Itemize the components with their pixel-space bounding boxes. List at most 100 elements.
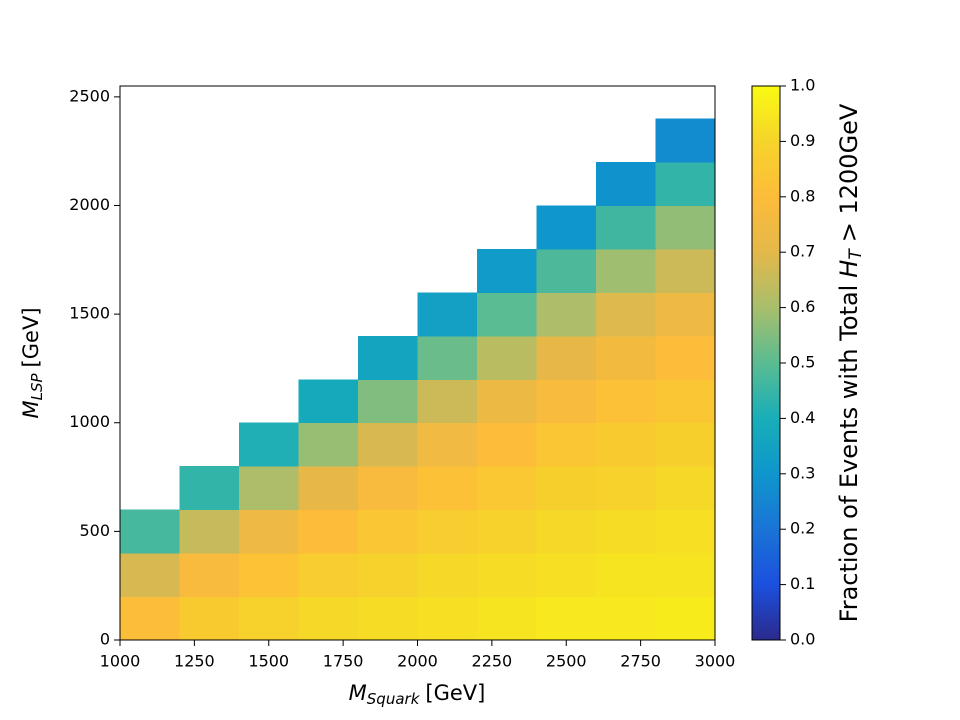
heat-cell — [417, 422, 478, 467]
heat-cell — [358, 379, 418, 424]
heat-cell — [298, 466, 359, 511]
colorbar-tick-label: 1.0 — [790, 76, 815, 95]
heat-cell — [477, 379, 537, 424]
heat-cell — [655, 335, 716, 380]
heat-cell — [536, 509, 597, 554]
heat-cell — [358, 466, 418, 511]
colorbar-tick-label: 0.5 — [790, 353, 815, 372]
heat-cell — [179, 596, 240, 641]
heat-cell — [655, 248, 716, 293]
heat-cell — [655, 422, 716, 467]
heat-cell — [417, 596, 478, 641]
heat-cell — [536, 596, 597, 641]
heat-cell — [358, 596, 418, 641]
x-axis-label: MSquark [GeV] — [349, 681, 486, 708]
heat-cell — [596, 379, 656, 424]
heat-cell — [596, 509, 656, 554]
heat-cell — [596, 248, 656, 293]
x-tick-label: 2250 — [472, 652, 513, 671]
heat-cell — [655, 292, 716, 337]
heat-cell — [655, 466, 716, 511]
heat-cell — [477, 248, 537, 293]
heat-cell — [477, 335, 537, 380]
heat-cell — [596, 205, 656, 250]
heat-cell — [536, 205, 597, 250]
x-tick-label: 2000 — [397, 652, 438, 671]
heat-cell — [417, 466, 478, 511]
heat-cell — [655, 509, 716, 554]
y-axis-label: MLSP[GeV] — [19, 307, 46, 418]
heat-cell — [298, 596, 359, 641]
heat-cell — [239, 553, 299, 598]
heat-cell — [358, 553, 418, 598]
heat-cell — [417, 553, 478, 598]
heat-cell — [239, 509, 299, 554]
y-tick-label: 2500 — [69, 86, 110, 105]
heat-cell — [655, 379, 716, 424]
heat-cell — [477, 292, 537, 337]
heat-cell — [358, 422, 418, 467]
heat-cell — [596, 335, 656, 380]
heat-cell — [298, 422, 359, 467]
heat-cell — [655, 205, 716, 250]
x-tick-label: 1500 — [248, 652, 289, 671]
colorbar-tick-label: 0.9 — [790, 131, 815, 150]
heat-cell — [596, 162, 656, 206]
y-tick-label: 500 — [79, 521, 110, 540]
heat-cell — [298, 553, 359, 598]
x-tick-label: 1750 — [323, 652, 364, 671]
colorbar-tick-label: 0.6 — [790, 297, 815, 316]
heat-cell — [298, 509, 359, 554]
heat-cell — [417, 379, 478, 424]
x-tick-label: 2500 — [546, 652, 587, 671]
heat-cell — [179, 466, 240, 511]
colorbar-tick-label: 0.3 — [790, 463, 815, 482]
heat-cell — [655, 162, 716, 206]
heat-cell — [477, 553, 537, 598]
colorbar-tick-label: 0.2 — [790, 519, 815, 538]
heat-cell — [120, 509, 180, 554]
heat-cell — [596, 553, 656, 598]
heatmap — [120, 118, 716, 641]
heat-cell — [239, 466, 299, 511]
x-tick-label: 2750 — [620, 652, 661, 671]
heat-cell — [417, 509, 478, 554]
heat-cell — [655, 118, 716, 163]
heat-cell — [417, 335, 478, 380]
heat-cell — [536, 292, 597, 337]
heat-cell — [596, 596, 656, 641]
colorbar-label: Fraction of Events with TotalHT> 1200GeV — [835, 103, 866, 622]
heat-cell — [536, 553, 597, 598]
colorbar-tick-label: 0.7 — [790, 242, 815, 261]
heat-cell — [179, 553, 240, 598]
x-tick-label: 1000 — [100, 652, 141, 671]
heat-cell — [179, 509, 240, 554]
heat-cell — [655, 596, 716, 641]
heat-cell — [536, 422, 597, 467]
heat-cell — [655, 553, 716, 598]
heat-cell — [477, 596, 537, 641]
x-tick-label: 1250 — [174, 652, 215, 671]
y-tick-label: 2000 — [69, 195, 110, 214]
y-tick-label: 1000 — [69, 412, 110, 431]
heat-cell — [596, 292, 656, 337]
heat-cell — [417, 292, 478, 337]
heat-cell — [477, 466, 537, 511]
heat-cell — [120, 596, 180, 641]
y-tick-label: 0 — [100, 630, 110, 649]
colorbar-tick-label: 0.1 — [790, 574, 815, 593]
heat-cell — [239, 596, 299, 641]
heat-cell — [239, 422, 299, 467]
heat-cell — [596, 422, 656, 467]
heat-cell — [477, 422, 537, 467]
heat-cell — [536, 379, 597, 424]
colorbar-tick-label: 0.8 — [790, 186, 815, 205]
heat-cell — [536, 248, 597, 293]
heat-cell — [477, 509, 537, 554]
heat-cell — [358, 509, 418, 554]
heat-cell — [120, 553, 180, 598]
heat-cell — [536, 466, 597, 511]
x-tick-label: 3000 — [695, 652, 736, 671]
heat-cell — [298, 379, 359, 424]
